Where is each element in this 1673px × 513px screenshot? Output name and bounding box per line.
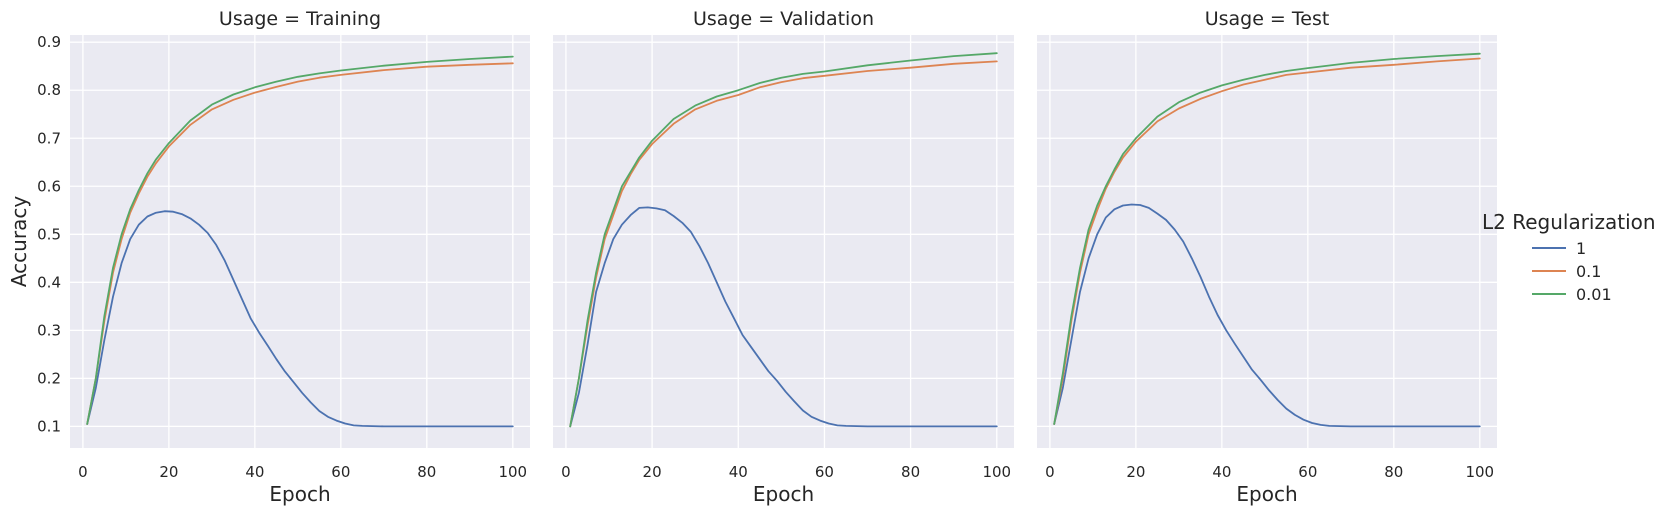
x-tick-label: 20 — [1126, 463, 1145, 481]
panel-title: Usage = Test — [1205, 8, 1330, 30]
legend-label: 1 — [1576, 239, 1586, 258]
series-line-l2-0_01 — [86, 55, 514, 425]
x-tick-label: 60 — [1298, 463, 1317, 481]
x-axis-label: Epoch — [269, 482, 330, 506]
y-tick-label: 0.6 — [37, 177, 61, 195]
series-line-l2-0_1 — [569, 60, 998, 428]
y-axis-label: Accuracy — [7, 196, 31, 287]
plot-area — [70, 35, 530, 448]
y-tick-label: 0.7 — [37, 129, 61, 147]
y-tick-label: 0.9 — [37, 33, 61, 51]
x-axis-label: Epoch — [753, 482, 814, 506]
x-tick-label: 20 — [643, 463, 662, 481]
series-line-l2-0_01 — [1053, 52, 1481, 425]
x-tick-label: 0 — [561, 463, 571, 481]
panel-usage-validation: 0 20 40 60 80 100 Usage = Validation Epoch — [553, 8, 1014, 506]
y-tick-label: 0.2 — [37, 369, 61, 387]
series-line-l2-1 — [1053, 203, 1481, 428]
x-tick-label: 0 — [78, 463, 88, 481]
legend-title: L2 Regularization — [1482, 210, 1656, 234]
y-tick-label: 0.3 — [37, 321, 61, 339]
panel-title: Usage = Validation — [693, 8, 874, 30]
panel-title: Usage = Training — [219, 8, 381, 30]
x-tick-label: 60 — [331, 463, 350, 481]
plot-area — [1037, 35, 1497, 448]
x-tick-label: 80 — [417, 463, 436, 481]
legend-label: 0.1 — [1576, 262, 1601, 281]
legend: L2 Regularization 1 0.1 0.01 — [1482, 210, 1656, 304]
panel-usage-training: 0 20 40 60 80 100 0.1 0.2 0.3 0.4 0.5 0.6 0.7 0.8 0.9 U… — [37, 8, 530, 506]
y-tick-label: 0.8 — [37, 81, 61, 99]
x-tick-label: 100 — [982, 463, 1011, 481]
plot-area — [553, 35, 1014, 448]
series-line-l2-0_01 — [569, 52, 998, 428]
x-axis-label: Epoch — [1236, 482, 1297, 506]
series-line-l2-1 — [86, 210, 514, 428]
series-line-l2-0_1 — [86, 62, 514, 425]
x-tick-label: 100 — [498, 463, 527, 481]
x-tick-label: 80 — [901, 463, 920, 481]
panel-usage-test: 0 20 40 60 80 100 Usage = Test Epoch — [1037, 8, 1497, 506]
y-tick-label: 0.5 — [37, 225, 61, 243]
x-tick-label: 0 — [1045, 463, 1055, 481]
x-tick-label: 60 — [815, 463, 834, 481]
y-tick-label: 0.4 — [37, 273, 61, 291]
series-line-l2-1 — [569, 206, 998, 428]
x-tick-label: 80 — [1384, 463, 1403, 481]
x-tick-label: 100 — [1465, 463, 1494, 481]
y-tick-label: 0.1 — [37, 417, 61, 435]
series-line-l2-0_1 — [1053, 57, 1481, 425]
legend-label: 0.01 — [1576, 285, 1612, 304]
x-tick-label: 40 — [1212, 463, 1231, 481]
x-tick-label: 40 — [729, 463, 748, 481]
x-tick-label: 40 — [245, 463, 264, 481]
x-tick-label: 20 — [159, 463, 178, 481]
